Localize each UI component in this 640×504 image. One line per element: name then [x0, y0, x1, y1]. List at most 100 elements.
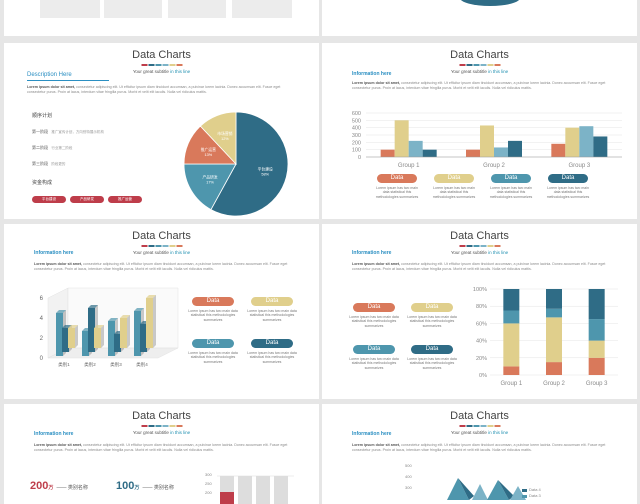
legend-item: Data 4	[529, 487, 541, 492]
slide-top-left[interactable]	[4, 0, 319, 36]
bar	[480, 125, 494, 157]
slide-title: Data Charts	[132, 49, 191, 61]
data-pill[interactable]: Data	[434, 174, 474, 183]
slide-subtitle: Your great subtitle in this line	[450, 69, 509, 74]
pie-value-label: 12%	[221, 137, 229, 141]
tag-product[interactable]: 产品研发	[70, 196, 104, 203]
3d-bar-chart: 6 4 2 0 类别1 类别2 类别3 类别4	[40, 287, 179, 368]
data-pill[interactable]: Data	[192, 339, 234, 348]
stacked-segment	[503, 323, 520, 367]
info-heading: Information here	[352, 250, 392, 256]
y-tick: 500	[405, 463, 412, 468]
info-heading: Information here	[352, 431, 392, 437]
slide-stacked-bar[interactable]: Data Charts Your great subtitle in this …	[322, 224, 637, 399]
data-pill[interactable]: Data	[377, 174, 417, 183]
stacked-segment	[503, 366, 520, 375]
info-heading: Information here	[352, 71, 392, 77]
color-strip	[459, 245, 500, 247]
data-pill[interactable]: Data	[353, 345, 395, 354]
y-tick-label: 20%	[476, 356, 487, 362]
slide-3d-bar[interactable]: Data Charts Your great subtitle in this …	[4, 224, 319, 399]
step-row: 第三阶段 阶段更的	[32, 161, 66, 166]
pyramid-chart	[447, 478, 527, 500]
bar	[565, 127, 580, 157]
data-pill[interactable]: Data	[251, 339, 293, 348]
slide-title: Data Charts	[450, 230, 509, 242]
x-tick-label: 类别4	[136, 361, 148, 368]
pie-value-label: 58%	[261, 173, 269, 177]
data-description: Lorem ipsum has two main data statistica…	[188, 351, 238, 364]
y-tick: 300	[205, 472, 212, 477]
x-tick-label: Group 3	[568, 163, 590, 169]
legend-item: Data 3	[529, 493, 541, 498]
pie-value-label: 13%	[205, 153, 213, 157]
stat-1: 200万 —— 类别名称	[30, 480, 88, 492]
data-pill[interactable]: Data	[411, 345, 453, 354]
data-description: Lorem ipsum has two main data statistica…	[375, 186, 419, 199]
x-tick-label: Group 2	[483, 163, 505, 169]
bar	[508, 140, 522, 157]
color-strip	[141, 425, 182, 427]
bar	[394, 120, 409, 157]
data-description: Lorem ipsum has two main data statistica…	[407, 357, 457, 370]
stacked-bar-chart: 100% 80% 60% 40% 20% 0% Group 1 Group 2 Group 3	[473, 287, 618, 387]
data-description: Lorem ipsum has two main data statistica…	[432, 186, 476, 199]
slide-title: Data Charts	[450, 49, 509, 61]
y-tick-label: 400	[352, 126, 361, 132]
bar-3d	[68, 325, 78, 348]
pie-slice-label: 市场营销	[217, 131, 232, 136]
section-label: 顺序计划	[32, 113, 53, 119]
slide-grouped-bar[interactable]: Data Charts Your great subtitle in this …	[322, 43, 637, 219]
data-pill[interactable]: Data	[411, 303, 453, 312]
tag-platform[interactable]: 平台建设	[32, 196, 66, 203]
stacked-segment	[588, 357, 605, 375]
data-description: Lorem ipsum has two main data statistica…	[489, 186, 533, 199]
stacked-segment	[588, 319, 605, 341]
x-tick-label: Group 2	[543, 381, 565, 387]
tag-promo[interactable]: 推广运营	[108, 196, 142, 203]
x-tick-label: 类别3	[110, 361, 122, 368]
bar-3d	[120, 315, 130, 348]
slide-stats[interactable]: Data Charts Your great subtitle in this …	[4, 404, 319, 504]
data-pill[interactable]: Data	[353, 303, 395, 312]
stacked-segment	[588, 340, 605, 358]
data-description: Lorem ipsum has two main data statistica…	[188, 309, 238, 322]
y-tick-label: 500	[352, 118, 361, 124]
y-tick-label: 100	[352, 148, 361, 154]
pie-slice	[199, 111, 237, 166]
step-row: 第一阶段 推广宣传计划，方向别特展示机构	[32, 129, 104, 134]
bar	[408, 140, 423, 157]
pie-slice	[183, 163, 237, 211]
y-tick-label: 100%	[473, 287, 487, 293]
y-tick-label: 2	[40, 336, 44, 342]
color-strip	[459, 64, 500, 66]
data-description: Lorem ipsum has two main data statistica…	[349, 357, 399, 370]
stacked-segment	[588, 289, 605, 320]
x-tick-label: 类别1	[58, 361, 70, 368]
data-pill[interactable]: Data	[192, 297, 234, 306]
data-pill[interactable]: Data	[548, 174, 588, 183]
slide-pie[interactable]: Data Charts Your great subtitle in this …	[4, 43, 319, 219]
slide-subtitle: Your great subtitle in this line	[132, 430, 191, 435]
y-tick-label: 0%	[479, 373, 487, 379]
slide-top-right[interactable]	[322, 0, 637, 36]
x-tick-label: 类别2	[84, 361, 96, 368]
slide-3d-pyramids[interactable]: Data Charts Your great subtitle in this …	[322, 404, 637, 504]
stacked-segment	[546, 362, 562, 375]
info-text: Lorem ipsum dolor sit amet, consectetur …	[352, 81, 606, 90]
slide-title: Data Charts	[450, 410, 509, 422]
y-tick: 200	[205, 490, 212, 495]
info-text: Lorem ipsum dolor sit amet, consectetur …	[352, 262, 606, 271]
tags-label: 资金构成	[32, 180, 53, 186]
y-tick-label: 6	[40, 296, 44, 302]
stacked-segment	[546, 289, 562, 309]
slide-subtitle: Your great subtitle in this line	[132, 69, 191, 74]
color-strip	[141, 64, 182, 66]
data-pill[interactable]: Data	[491, 174, 531, 183]
stat-2: 100万 —— 类别名称	[116, 480, 174, 492]
description-text: Lorem ipsum dolor sit amet, consectetur …	[27, 85, 281, 94]
data-pill[interactable]: Data	[251, 297, 293, 306]
partial-bar-chart	[217, 475, 294, 504]
